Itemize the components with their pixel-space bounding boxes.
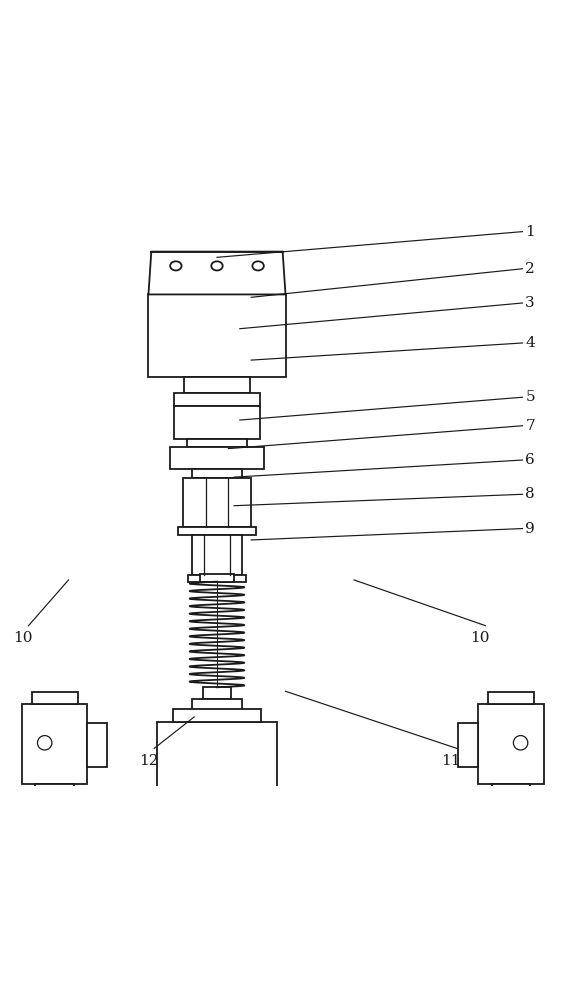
Bar xyxy=(87,723,107,767)
Text: 5: 5 xyxy=(525,390,535,404)
Bar xyxy=(174,393,260,406)
Text: 1: 1 xyxy=(525,225,535,239)
Bar xyxy=(22,704,87,784)
Text: 3: 3 xyxy=(525,296,535,310)
Text: 8: 8 xyxy=(525,487,535,501)
Bar xyxy=(478,704,544,784)
Bar xyxy=(170,447,264,469)
Ellipse shape xyxy=(126,792,131,798)
Bar xyxy=(111,787,323,803)
Bar xyxy=(488,692,534,704)
Bar xyxy=(172,709,262,722)
Bar xyxy=(187,439,247,447)
Text: 10: 10 xyxy=(470,631,489,645)
Bar xyxy=(492,784,530,824)
Bar xyxy=(178,527,256,535)
Ellipse shape xyxy=(211,261,223,270)
Ellipse shape xyxy=(259,791,266,799)
Text: 9: 9 xyxy=(525,522,535,536)
Ellipse shape xyxy=(198,845,204,852)
Text: 2: 2 xyxy=(525,262,535,276)
Text: 7: 7 xyxy=(525,419,535,433)
Bar xyxy=(180,833,254,856)
Bar xyxy=(190,803,244,833)
Bar xyxy=(174,406,260,439)
Ellipse shape xyxy=(38,736,52,750)
Text: 12: 12 xyxy=(139,754,158,768)
Ellipse shape xyxy=(168,791,175,799)
Bar xyxy=(200,574,234,582)
Polygon shape xyxy=(148,252,286,294)
Ellipse shape xyxy=(252,261,264,270)
Bar xyxy=(192,469,242,478)
Bar xyxy=(184,803,250,812)
Ellipse shape xyxy=(130,791,138,799)
Text: 11: 11 xyxy=(441,754,461,768)
Ellipse shape xyxy=(230,845,237,852)
Bar xyxy=(182,711,252,722)
Ellipse shape xyxy=(513,736,528,750)
Bar xyxy=(188,575,246,582)
Ellipse shape xyxy=(170,261,182,270)
Ellipse shape xyxy=(214,791,220,799)
Bar xyxy=(203,687,231,699)
Bar xyxy=(192,535,242,575)
Bar xyxy=(192,699,242,711)
Ellipse shape xyxy=(296,791,304,799)
Bar xyxy=(157,722,277,787)
Ellipse shape xyxy=(303,792,308,798)
Bar xyxy=(148,294,286,377)
Bar xyxy=(184,377,250,393)
Bar xyxy=(458,723,478,767)
Bar xyxy=(31,692,78,704)
Text: 4: 4 xyxy=(525,336,535,350)
Ellipse shape xyxy=(215,846,219,851)
Text: 6: 6 xyxy=(525,453,535,467)
Bar xyxy=(35,784,74,824)
Text: 10: 10 xyxy=(13,631,33,645)
Bar xyxy=(183,478,251,527)
